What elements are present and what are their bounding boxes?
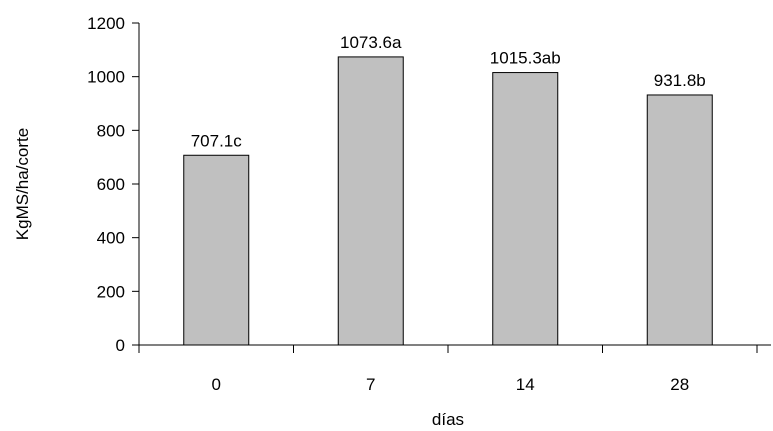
bar	[492, 72, 559, 346]
y-tick-label: 1200	[87, 14, 125, 33]
y-axis: 0 200 400 600 800 1000 1200	[87, 14, 140, 355]
y-axis-title: KgMS/ha/corte	[13, 128, 32, 240]
y-tick-label: 0	[116, 336, 125, 355]
x-tick-label: 0	[212, 375, 221, 394]
x-axis-title: días	[432, 410, 464, 429]
bars	[183, 56, 713, 346]
x-tick-label: 28	[670, 375, 689, 394]
y-tick-label: 400	[97, 229, 125, 248]
y-tick-label: 600	[97, 175, 125, 194]
x-axis: 0 7 14 28	[138, 344, 771, 394]
data-label: 931.8b	[654, 71, 706, 90]
bar	[183, 154, 250, 346]
data-label: 1073.6a	[340, 33, 402, 52]
bar	[646, 94, 713, 346]
x-tick-label: 7	[366, 375, 375, 394]
data-label: 707.1c	[191, 131, 243, 150]
data-label: 1015.3ab	[490, 49, 561, 68]
y-tick-label: 800	[97, 121, 125, 140]
bar	[337, 56, 404, 346]
y-tick-label: 1000	[87, 68, 125, 87]
data-labels: 707.1c 1073.6a 1015.3ab 931.8b	[191, 33, 706, 150]
y-tick-label: 200	[97, 282, 125, 301]
x-tick-label: 14	[516, 375, 535, 394]
